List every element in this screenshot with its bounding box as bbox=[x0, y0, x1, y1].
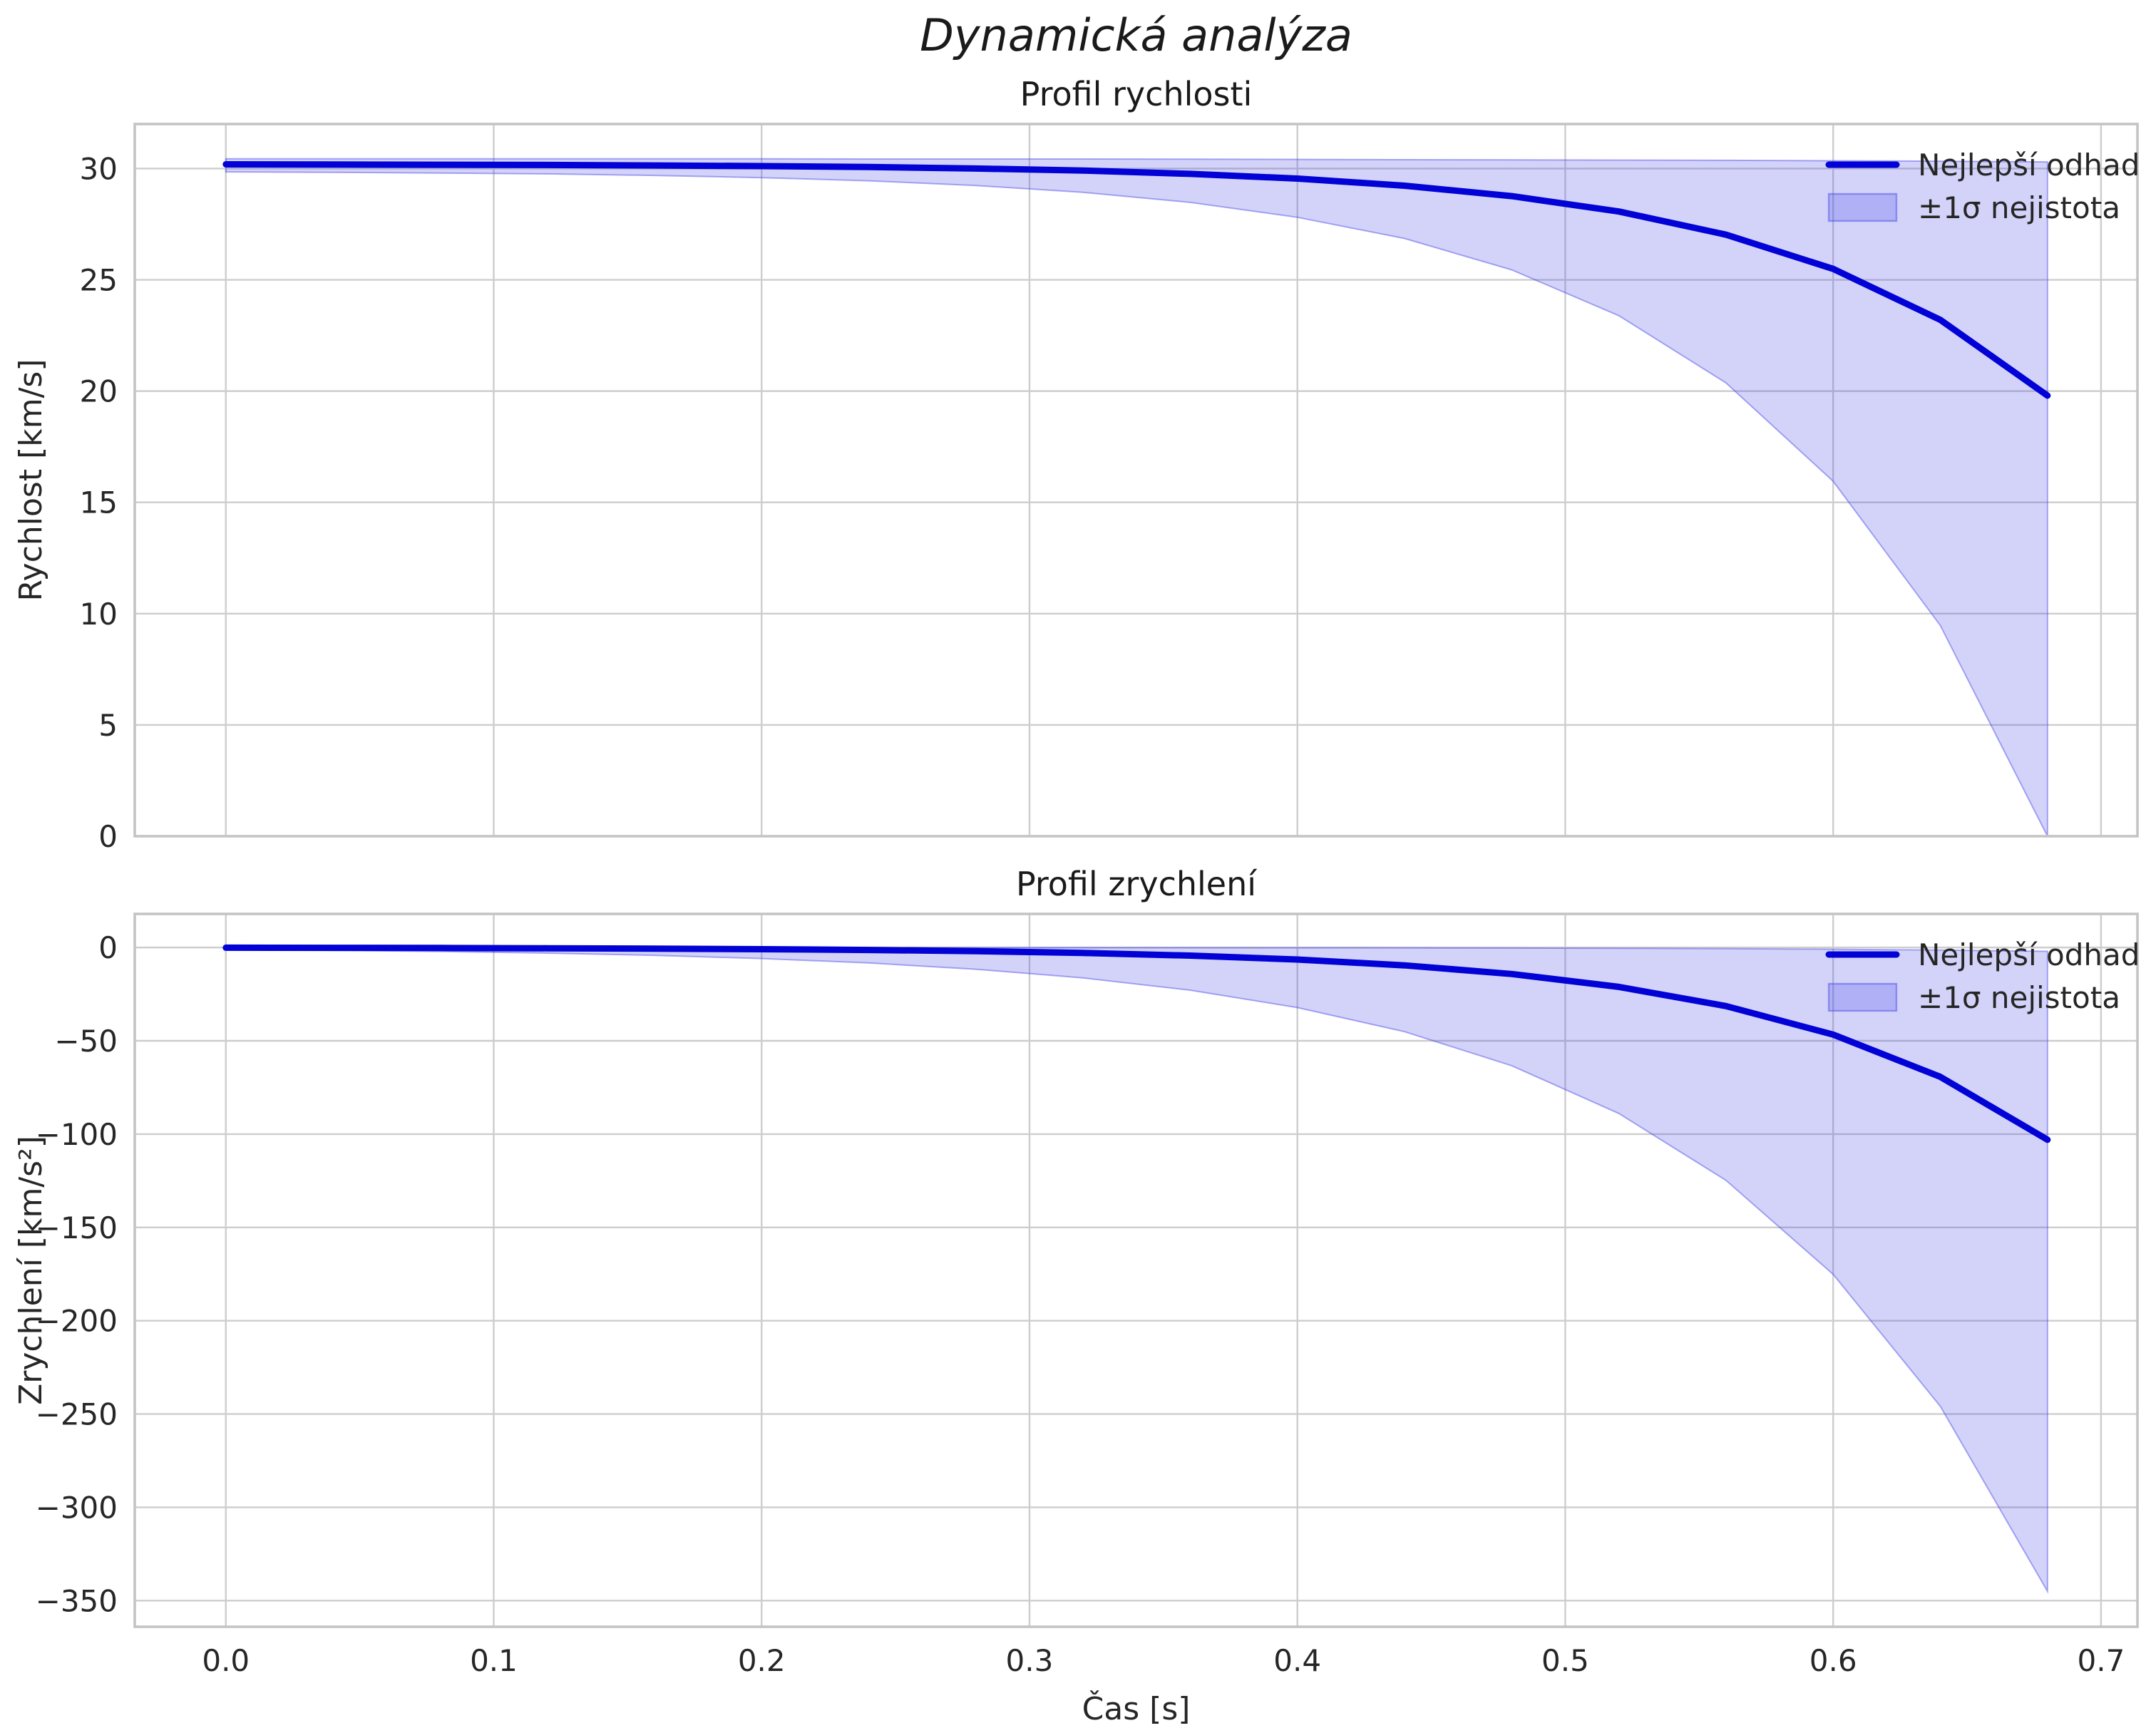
x-tick-label: 0.7 bbox=[2078, 1643, 2125, 1678]
y-tick-label: 0 bbox=[98, 930, 118, 965]
legend-band-label: ±1σ nejistota bbox=[1918, 980, 2120, 1015]
legend-band-sample bbox=[1827, 192, 1898, 222]
y-tick-label: −350 bbox=[36, 1583, 118, 1618]
subplot-title: Profil zrychlení bbox=[1016, 865, 1257, 903]
x-tick-label: 0.4 bbox=[1273, 1643, 1321, 1678]
axes-spines bbox=[133, 912, 2139, 1628]
x-tick-label: 0.3 bbox=[1006, 1643, 1054, 1678]
legend-line-label: Nejlepší odhad bbox=[1918, 148, 2140, 182]
x-axis-label: Čas [s] bbox=[1082, 1690, 1191, 1727]
y-tick-label: −300 bbox=[36, 1490, 118, 1525]
best-estimate-line bbox=[222, 944, 2051, 1143]
y-tick-label: 30 bbox=[80, 151, 118, 186]
legend-band-sample bbox=[1827, 982, 1898, 1012]
y-tick-label: −150 bbox=[36, 1210, 118, 1245]
y-tick-label: 15 bbox=[80, 485, 118, 520]
y-tick-label: −50 bbox=[54, 1024, 118, 1059]
axes-spines bbox=[133, 123, 2139, 838]
best-estimate-line bbox=[222, 161, 2051, 399]
y-axis-label: Rychlost [km/s] bbox=[13, 359, 49, 601]
y-tick-label: 10 bbox=[80, 597, 118, 632]
y-tick-label: 25 bbox=[80, 263, 118, 298]
uncertainty-band bbox=[225, 158, 2048, 836]
legend-band-label: ±1σ nejistota bbox=[1918, 190, 2120, 225]
figure-title: Dynamická analýza bbox=[920, 9, 1352, 61]
y-tick-label: −250 bbox=[36, 1397, 118, 1432]
x-tick-label: 0.2 bbox=[738, 1643, 786, 1678]
legend: Nejlepší odhad ±1σ nejistota bbox=[1825, 148, 2140, 225]
x-tick-label: 0.0 bbox=[202, 1643, 250, 1678]
x-tick-label: 0.5 bbox=[1541, 1643, 1589, 1678]
grid bbox=[135, 914, 2137, 1627]
y-axis-label: Zrychlení [km/s²] bbox=[13, 1136, 49, 1405]
y-tick-label: 5 bbox=[98, 708, 118, 743]
subplot-1: Profil rychlosti 0 5 10 15 20 25 30 Rychlost [km… bbox=[13, 75, 2140, 854]
y-tick-label: 20 bbox=[80, 374, 118, 409]
subplot-2: Profil zrychlení 0 −50 −100 −150 −200 −250 −300… bbox=[13, 865, 2140, 1727]
y-tick-label: −100 bbox=[36, 1117, 118, 1152]
legend: Nejlepší odhad ±1σ nejistota bbox=[1825, 937, 2140, 1015]
subplot-title: Profil rychlosti bbox=[1020, 75, 1253, 113]
x-tick-label: 0.6 bbox=[1809, 1643, 1857, 1678]
x-tick-label: 0.1 bbox=[470, 1643, 518, 1678]
uncertainty-band bbox=[225, 947, 2048, 1595]
y-tick-label: −200 bbox=[36, 1304, 118, 1339]
legend-line-label: Nejlepší odhad bbox=[1918, 937, 2140, 972]
y-tick-label: 0 bbox=[98, 819, 118, 854]
